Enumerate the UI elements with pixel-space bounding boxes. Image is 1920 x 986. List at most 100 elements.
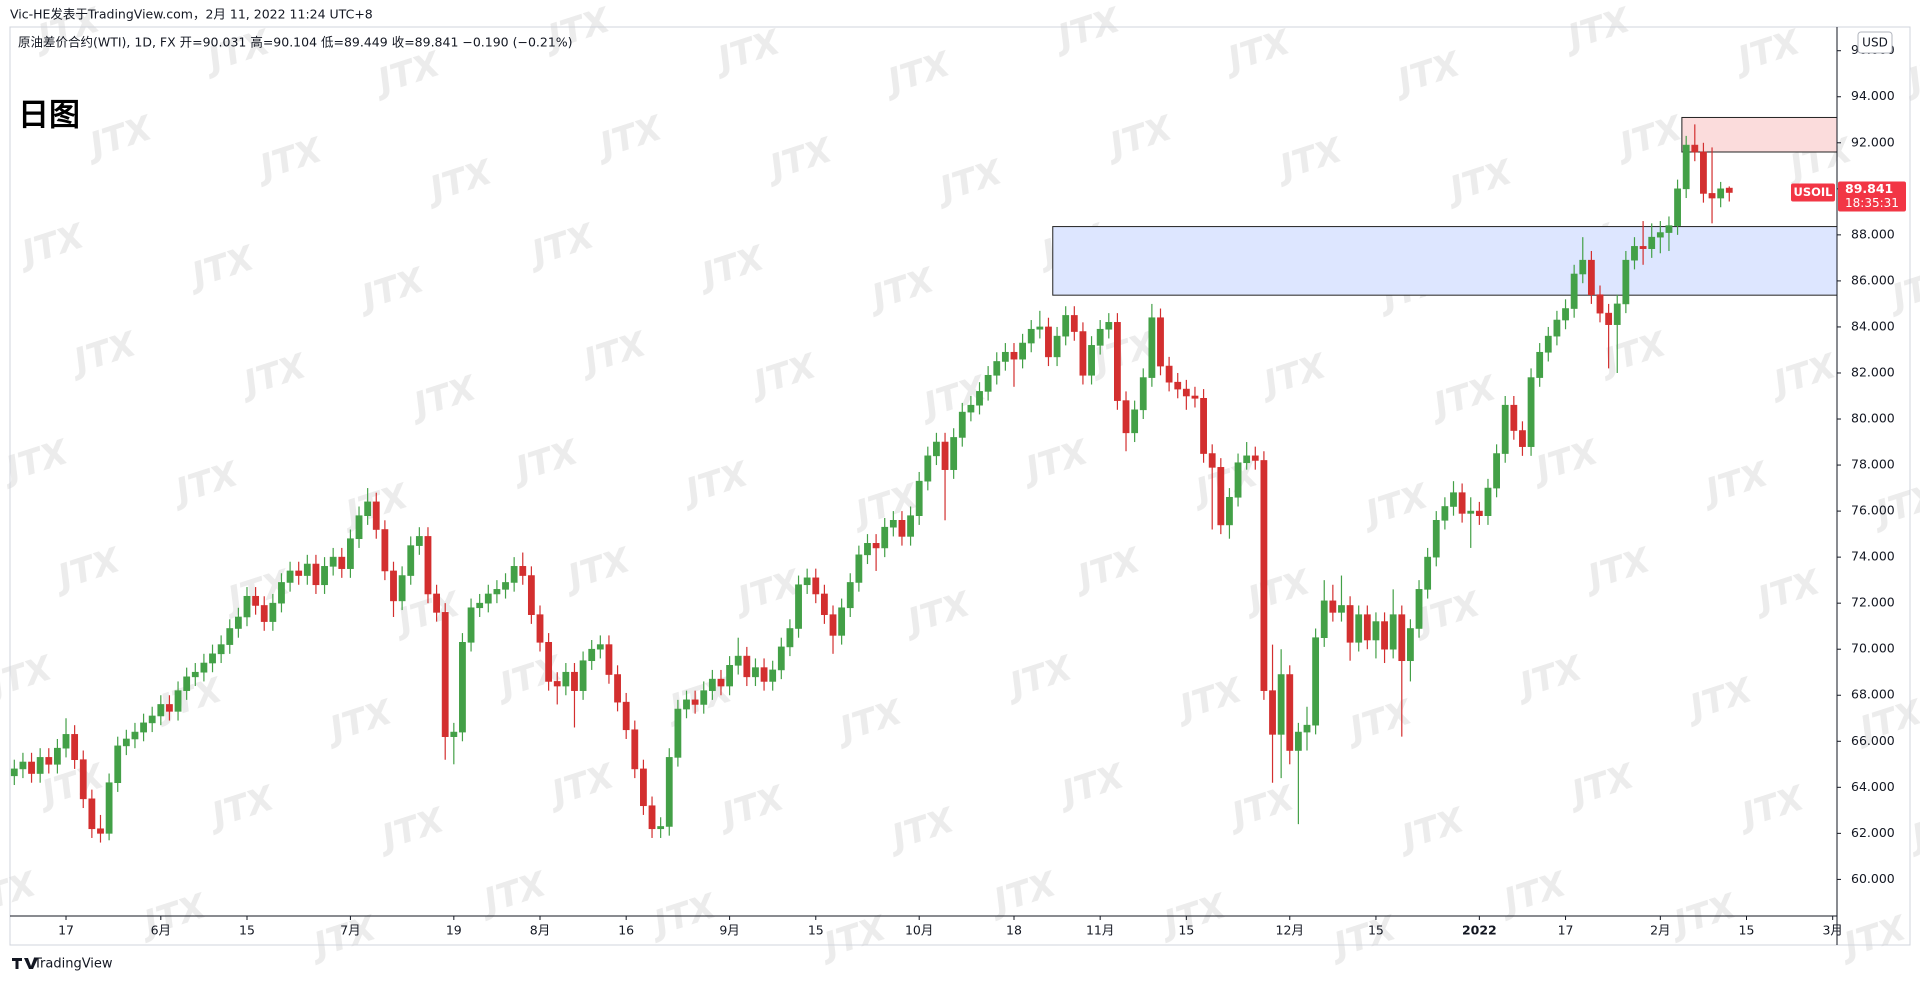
candle <box>148 706 156 733</box>
x-tick-label: 10月 <box>905 923 933 938</box>
candle <box>1131 400 1139 443</box>
candle <box>812 568 820 604</box>
candle-body <box>19 761 27 770</box>
candle <box>1475 501 1483 525</box>
candle-body <box>1674 188 1681 226</box>
candle <box>424 527 432 604</box>
candle <box>1510 395 1518 440</box>
candle-body <box>450 731 458 737</box>
candle <box>493 580 501 604</box>
x-tick-label: 8月 <box>530 923 550 938</box>
candle <box>1372 612 1380 659</box>
candle-body <box>390 570 397 602</box>
y-tick-label: 60.000 <box>1851 871 1895 886</box>
candle-body <box>933 441 940 457</box>
candle <box>1700 142 1707 203</box>
watermark: JTX <box>676 454 755 514</box>
candle-body <box>415 536 423 546</box>
candle-body <box>1346 605 1354 643</box>
watermark: JTX <box>744 346 823 406</box>
candle <box>1122 391 1130 452</box>
candle <box>1579 237 1587 284</box>
candle <box>105 773 113 841</box>
candle <box>1346 596 1354 661</box>
candle-body <box>1570 273 1578 309</box>
candle-body <box>441 612 449 737</box>
candle-body <box>1200 397 1207 454</box>
candle-body <box>1700 151 1707 194</box>
watermark: JTX <box>352 260 431 320</box>
watermark: JTX <box>1254 346 1333 406</box>
watermark: JTX <box>368 44 447 104</box>
candle <box>1432 511 1440 567</box>
candle <box>1691 124 1699 162</box>
candle-body <box>674 708 682 758</box>
candle <box>1200 389 1207 463</box>
candle-body <box>1475 510 1483 516</box>
candle <box>476 593 484 617</box>
candle-body <box>355 515 363 540</box>
candle-body <box>1691 144 1699 153</box>
candle <box>1096 320 1104 355</box>
candle-body <box>907 515 914 537</box>
watermark: JTX <box>830 692 909 752</box>
candle-body <box>1088 345 1095 376</box>
candle <box>1191 386 1199 408</box>
axis-layer: 60.000 62.000 64.000 66.000 68.000 70.000 72.0… <box>9 26 1911 946</box>
x-tick-label: 17 <box>58 923 74 938</box>
candle <box>329 547 337 576</box>
candle-body <box>743 655 751 678</box>
y-tick-label: 64.000 <box>1851 779 1895 794</box>
candle-body <box>1622 259 1630 305</box>
x-tick-label: 2月 <box>1650 923 1670 938</box>
candle-body <box>484 593 492 604</box>
candle <box>674 699 682 767</box>
candle <box>967 395 975 422</box>
watermark: JTX <box>1680 670 1759 730</box>
watermark: JTX <box>1238 562 1317 622</box>
candle-body <box>1631 246 1638 261</box>
candle <box>390 561 397 617</box>
candle-body <box>424 536 432 595</box>
candle-body <box>1665 225 1673 233</box>
watermark: JTX <box>728 562 807 622</box>
candle-body <box>1656 232 1664 238</box>
candle-body <box>864 543 871 556</box>
last-price-label: 89.841 <box>1845 181 1893 196</box>
candle <box>415 527 423 555</box>
candle-body <box>209 653 216 664</box>
candle <box>1303 706 1311 751</box>
candle-body <box>1415 589 1423 629</box>
candle <box>1467 497 1475 548</box>
watermark: JTX <box>1728 22 1807 82</box>
candle-body <box>97 828 104 834</box>
candle <box>1320 580 1328 647</box>
candle <box>1070 306 1078 341</box>
candle <box>97 814 104 843</box>
candle <box>1519 421 1526 456</box>
watermark: JTX <box>930 152 1009 212</box>
watermark: JTX <box>1016 432 1095 492</box>
candle-body <box>717 678 725 687</box>
candle-body <box>1639 246 1647 249</box>
x-tick-label: 19 <box>446 923 462 938</box>
candle <box>372 492 380 539</box>
candle-body <box>777 646 785 671</box>
candle-body <box>226 628 234 645</box>
candle-body <box>174 690 182 712</box>
candle-body <box>1562 308 1569 321</box>
candle-body <box>338 556 346 569</box>
x-tick-label: 15 <box>1739 923 1755 938</box>
candle <box>114 736 122 792</box>
watermark: JTX <box>1834 908 1913 968</box>
candle <box>631 720 639 779</box>
candle <box>1036 310 1044 339</box>
candle <box>1363 605 1371 650</box>
candle-body <box>588 648 596 662</box>
watermark: JTX <box>1898 44 1920 104</box>
candle <box>829 605 837 654</box>
watermark: JTX <box>558 540 637 600</box>
candle <box>527 566 535 624</box>
y-tick-label: 72.000 <box>1851 595 1895 610</box>
